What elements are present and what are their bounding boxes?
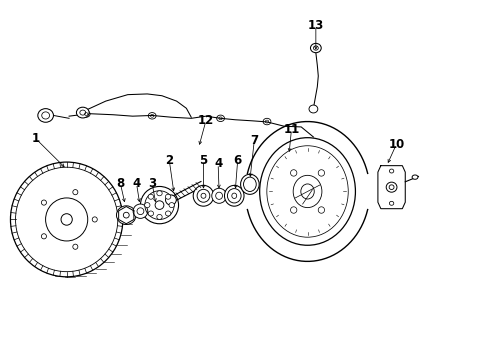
Text: 3: 3	[148, 177, 156, 190]
Ellipse shape	[141, 186, 178, 224]
Ellipse shape	[148, 211, 153, 216]
Ellipse shape	[166, 195, 176, 205]
Text: 13: 13	[308, 19, 324, 32]
Ellipse shape	[10, 162, 123, 277]
Text: 4: 4	[132, 177, 141, 190]
Ellipse shape	[166, 211, 171, 216]
Text: 1: 1	[32, 132, 40, 145]
Text: 5: 5	[199, 154, 208, 167]
Ellipse shape	[76, 107, 89, 118]
Text: 11: 11	[283, 123, 299, 136]
Ellipse shape	[117, 206, 136, 225]
Text: 12: 12	[198, 114, 214, 127]
Ellipse shape	[309, 105, 318, 113]
Ellipse shape	[157, 215, 162, 220]
Ellipse shape	[260, 138, 355, 245]
Ellipse shape	[157, 191, 162, 196]
Ellipse shape	[169, 203, 174, 208]
Text: 10: 10	[389, 138, 405, 150]
Text: 2: 2	[165, 154, 173, 167]
Text: 8: 8	[116, 177, 124, 190]
Ellipse shape	[193, 185, 214, 206]
Ellipse shape	[145, 203, 150, 208]
Ellipse shape	[133, 204, 148, 219]
Ellipse shape	[224, 185, 244, 206]
Text: 6: 6	[234, 154, 242, 167]
Ellipse shape	[311, 43, 321, 53]
Text: 7: 7	[250, 134, 258, 147]
Ellipse shape	[412, 175, 418, 179]
Ellipse shape	[386, 182, 397, 192]
Ellipse shape	[148, 194, 153, 199]
Ellipse shape	[241, 174, 259, 194]
Ellipse shape	[166, 194, 171, 199]
Text: 4: 4	[214, 157, 222, 170]
Ellipse shape	[212, 188, 226, 203]
Ellipse shape	[38, 109, 53, 122]
